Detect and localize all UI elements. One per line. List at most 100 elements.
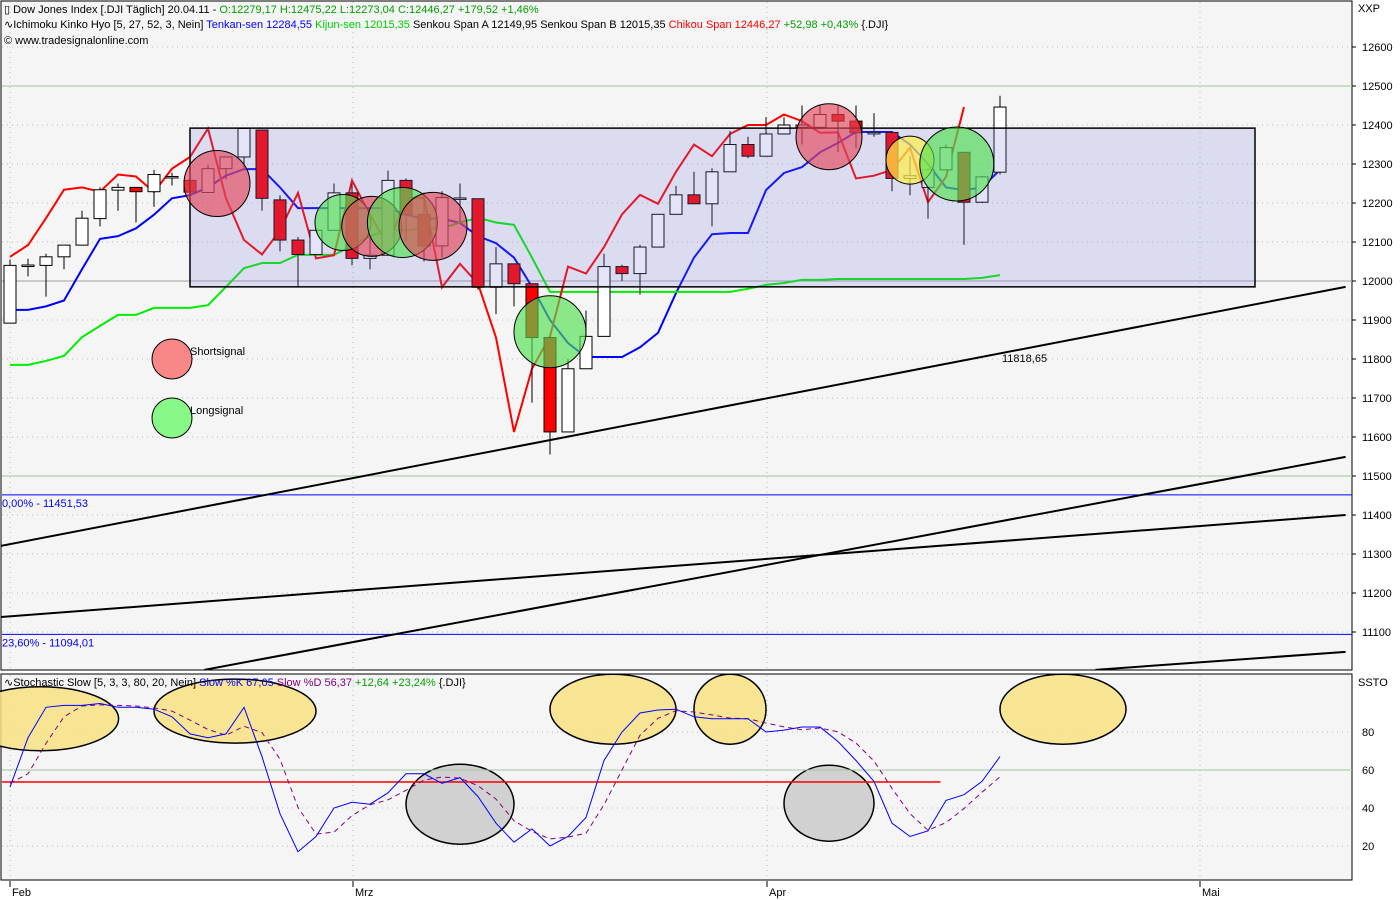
ichimoku-header: ∿Ichimoku Kinko Hyo [5, 27, 52, 3, Nein]…	[4, 19, 889, 31]
legend-label: Shortsignal	[190, 346, 245, 358]
stoch-d-line	[9, 704, 1001, 840]
overbought-zone-ellipse	[693, 673, 767, 745]
stoch-symbol: {.DJI}	[439, 677, 466, 689]
y-tick-label: 12600	[1362, 42, 1393, 54]
horizontal-lines: 0,00% - 11451,53 23,60% - 11094,01	[2, 85, 1352, 649]
oversold-zone-ellipse	[405, 763, 515, 845]
candle-body	[777, 124, 791, 135]
header-close: C:12446,27 +179,52 +1,46%	[398, 4, 539, 16]
stoch-tick-label: 60	[1362, 765, 1374, 777]
oversold-zone-ellipse	[783, 764, 875, 842]
stoch-tick-label: 40	[1362, 803, 1374, 815]
stoch-tick-label: 20	[1362, 841, 1374, 853]
header-open: O:12279,17 H:12475,22 L:12273,04	[219, 4, 398, 16]
tenkan-value: Tenkan-sen 12284,55	[206, 19, 315, 31]
indicator-wave-icon: ∿	[4, 677, 13, 689]
trendlines: 11818,65	[1, 285, 1346, 670]
y-tick-label: 11600	[1362, 432, 1392, 444]
y-tick-label: 12100	[1362, 237, 1393, 249]
short-signal-circle	[183, 150, 251, 217]
candle-body	[165, 175, 179, 179]
y-tick-label: 12400	[1362, 120, 1393, 132]
x-tick-label: Mai	[1202, 887, 1220, 899]
candle-body	[291, 239, 305, 255]
y-tick-label: 11900	[1362, 315, 1392, 327]
senkou-values: Senkou Span A 12149,95 Senkou Span B 120…	[413, 19, 669, 31]
stoch-k-value: Slow %K 67,05	[199, 677, 277, 689]
trendline-value-label: 11818,65	[1002, 353, 1047, 365]
candle-body	[57, 244, 71, 258]
overbought-zone-ellipse	[549, 673, 677, 745]
candle-body	[597, 266, 611, 337]
price-header: ▯ Dow Jones Index [.DJI Täglich] 20.04.1…	[4, 4, 539, 16]
short-signal-circle	[398, 191, 468, 261]
y-tick-label: 12300	[1362, 159, 1393, 171]
candle-body	[687, 194, 701, 205]
y-tick-label: 11200	[1362, 588, 1392, 600]
trendline	[1, 285, 1346, 547]
x-tick-label: Mrz	[355, 887, 373, 899]
signal-legend: Shortsignal Longsignal	[151, 338, 245, 439]
y-tick-label: 12200	[1362, 198, 1393, 210]
candle-body	[273, 199, 287, 241]
short-signal-legend-icon	[151, 338, 193, 380]
candle-body	[111, 186, 125, 191]
indicator-wave-icon: ∿	[4, 19, 13, 31]
candle-body	[867, 131, 881, 135]
candle-body	[21, 264, 35, 268]
trendline	[1, 514, 1346, 619]
series-line-kijun-sen	[10, 216, 1001, 366]
candle-body	[129, 186, 143, 193]
axes: XXP 12600 12500 12400 12300 12200 12100 12000 11…	[9, 3, 1393, 899]
long-signal-circle	[919, 126, 995, 202]
x-tick-label: Apr	[769, 887, 786, 899]
candle-body	[75, 217, 89, 246]
fib-level-label: 23,60% - 11094,01	[2, 637, 94, 649]
stoch-axis-title: SSTO	[1358, 677, 1388, 689]
candle-body	[453, 197, 467, 200]
stoch-d-value: Slow %D 56,37	[277, 677, 355, 689]
candle-body	[741, 144, 755, 157]
candle-body	[507, 263, 521, 285]
long-signal-circle	[513, 295, 587, 369]
y-tick-label: 12000	[1362, 276, 1393, 288]
candle-body	[705, 171, 719, 205]
stochastic-lines	[0, 673, 1352, 853]
candle-body	[633, 246, 647, 275]
candle-body	[651, 213, 665, 248]
website-link[interactable]: www.tradesignalonline.com	[14, 35, 148, 47]
stoch-tick-label: 80	[1362, 727, 1374, 739]
candle-body	[93, 189, 107, 220]
candle-body	[993, 106, 1007, 173]
candle-body	[759, 133, 773, 157]
candle-body	[723, 144, 737, 173]
candle-body	[615, 266, 629, 275]
candle-body	[3, 264, 17, 324]
trendline	[204, 455, 1346, 670]
candlestick-icon: ▯	[4, 4, 13, 16]
kijun-value: Kijun-sen 12015,35	[315, 19, 413, 31]
price-panel	[0, 0, 1353, 671]
signal-circles	[183, 103, 995, 369]
trendline	[1095, 650, 1346, 670]
chikou-value: Chikou Span 12446,27	[669, 19, 784, 31]
legend-label: Longsignal	[190, 405, 243, 417]
y-tick-label: 12500	[1362, 81, 1393, 93]
long-signal-legend-icon	[151, 397, 193, 439]
short-signal-circle	[795, 103, 863, 171]
stoch-name: Stochastic Slow [5, 3, 3, 80, 20, Nein]	[13, 677, 199, 689]
copyright-line: © www.tradesignalonline.com	[4, 35, 148, 47]
overbought-zone-ellipse	[153, 678, 317, 744]
fib-level-label: 0,00% - 11451,53	[2, 498, 88, 510]
symbol: {.DJI}	[861, 19, 888, 31]
y-tick-label: 11800	[1362, 354, 1392, 366]
y-tick-label: 11100	[1362, 627, 1391, 639]
copyright-icon: ©	[4, 35, 15, 47]
y-tick-label: 11400	[1362, 510, 1392, 522]
y-tick-label: 11300	[1362, 549, 1392, 561]
x-tick-label: Feb	[12, 887, 31, 899]
candle-body	[255, 129, 269, 199]
indicator-name: Ichimoku Kinko Hyo [5, 27, 52, 3, Nein]	[13, 19, 206, 31]
candle-body	[669, 194, 683, 215]
